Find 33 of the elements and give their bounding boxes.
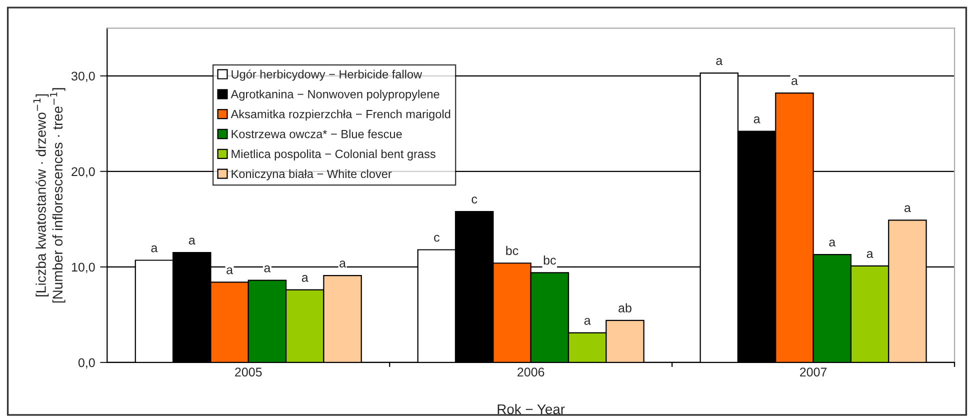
y-axis-title: [Liczba kwatostanów · drzewo$^{−1}$] [Number of inflorescences · tree$^{−1}$] [33, 88, 66, 303]
data-label: a [716, 58, 723, 66]
x-tick-label: 2007 [800, 368, 827, 377]
y-tick-label: 0,0 [78, 358, 95, 369]
y-tick-label: 20,0 [72, 167, 95, 178]
legend-label: Mietlica pospolita − Colonial bent grass [232, 149, 436, 160]
data-label: c [472, 196, 478, 204]
data-label: ab [618, 303, 632, 312]
legend-label: Aksamitka rozpierzchła − French marigold [230, 110, 450, 121]
legend-label: Ugór herbicydowy − Herbicide fallow [232, 70, 422, 81]
data-label: a [151, 245, 158, 252]
data-label: a [584, 318, 591, 325]
legend-label: Koniczyna biała − White clover [232, 169, 392, 180]
data-label: a [792, 78, 798, 86]
data-label: c [434, 234, 440, 242]
data-label: a [829, 240, 836, 246]
y-tick-label: 10,0 [72, 262, 95, 274]
x-tick-label: 2005 [235, 368, 262, 377]
x-axis-title: Rok − Year [498, 404, 565, 414]
data-label: bc [544, 255, 556, 265]
y-tick-label: 30,0 [71, 72, 95, 82]
x-tick-label: 2006 [518, 368, 544, 377]
legend-label: Agrotkanina − Nonwoven polypropylene [230, 90, 440, 101]
data-label: a [340, 260, 346, 268]
data-label: a [226, 267, 234, 274]
data-label: a [866, 251, 874, 258]
data-label: a [904, 205, 911, 212]
data-label: a [264, 265, 271, 272]
data-label: a [188, 238, 196, 245]
legend-label: Kostrzewa owcza* − Blue fescue [232, 130, 402, 138]
data-label: a [302, 274, 308, 282]
data-label: bc [506, 246, 518, 256]
data-label: a [754, 116, 760, 124]
